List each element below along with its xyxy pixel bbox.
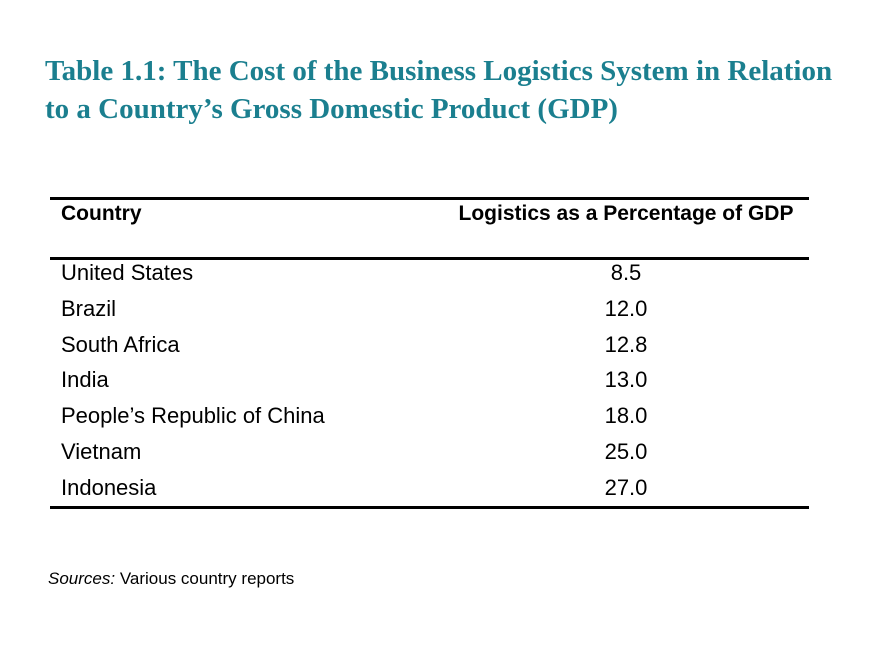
table-cell: 27.0 [604, 474, 648, 500]
table-cell: 12.0 [604, 295, 648, 321]
header-cell: Logistics as a Percentage of GDP [458, 202, 794, 225]
table-cell: United States [61, 260, 194, 285]
sources-text: Various country reports [119, 569, 295, 588]
table-cell: 12.8 [604, 331, 648, 357]
header-rule [50, 257, 809, 260]
table-cell: Indonesia [61, 474, 157, 500]
table-cell: People’s Republic of China [61, 403, 325, 429]
table-top-rule [50, 197, 809, 200]
sources: Sources: Various country reports [48, 568, 294, 590]
header-cell: Country [61, 202, 142, 225]
title: Table 1.1: The Cost of the Business Logi… [45, 55, 833, 125]
table-cell: Brazil [61, 295, 117, 321]
table-bottom-rule [50, 506, 809, 509]
table-cell: South Africa [61, 331, 180, 357]
table-cell: 25.0 [604, 439, 648, 464]
sources-label: Sources: [48, 569, 116, 588]
table-cell: 13.0 [604, 367, 648, 393]
table-cell: 8.5 [610, 260, 642, 285]
table-cell: India [61, 367, 109, 393]
table-cell: 18.0 [604, 403, 648, 429]
table-cell: Vietnam [61, 439, 142, 464]
